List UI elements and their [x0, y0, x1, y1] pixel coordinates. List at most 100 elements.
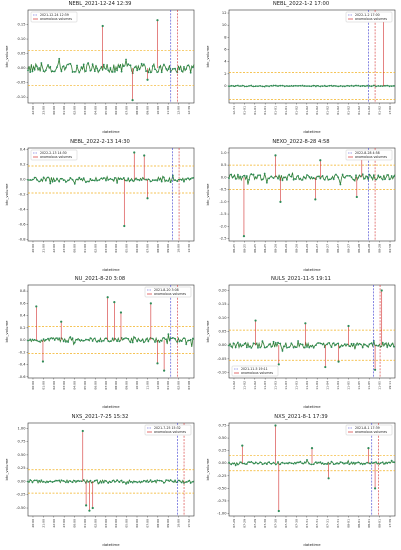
- series-point: [89, 337, 92, 340]
- y-tick-label: 0.05: [17, 52, 25, 56]
- series-point: [301, 84, 304, 87]
- series-point: [93, 70, 96, 73]
- series-point: [76, 177, 78, 180]
- chart-panel-7: NXS_2021-7-25 15:32 -0.50 -0.25 0.00 0.25 0.5…: [0, 413, 200, 550]
- series-point: [91, 340, 94, 342]
- series-point: [71, 337, 74, 340]
- y-tick-label: 0.2: [20, 326, 26, 330]
- series-point: [241, 461, 244, 464]
- series-point: [73, 341, 76, 344]
- chart-title: NEBL_2022-1-2 17:00: [272, 1, 330, 7]
- series-point: [36, 178, 38, 181]
- series-point: [185, 343, 188, 346]
- series-point: [154, 479, 156, 482]
- series-point: [375, 460, 377, 463]
- series-point: [62, 178, 65, 181]
- series-point: [388, 85, 391, 88]
- series-point: [183, 481, 185, 484]
- series-point: [352, 461, 355, 464]
- series-point: [279, 462, 282, 465]
- x-tick-label: 19:11: [388, 381, 392, 390]
- chart-svg: -0.6 -0.4 -0.2 0.0 0.2 0.4 0.6 0.8 btc_volume 00:…: [4, 284, 195, 409]
- chart-panel-6: NULS_2021-11-5 19:11 -0.10 -0.05 0.00 0.05 0.…: [201, 275, 401, 412]
- series-point: [189, 71, 192, 74]
- x-tick-label: 11-05: [378, 381, 382, 390]
- series-point: [274, 174, 277, 177]
- series-point: [232, 175, 235, 178]
- series-point: [53, 179, 56, 182]
- series-point: [180, 481, 183, 483]
- series-point: [176, 179, 179, 182]
- series-point: [129, 178, 132, 181]
- series-point: [277, 85, 279, 87]
- series-point: [145, 70, 147, 73]
- series-point: [257, 346, 259, 349]
- series-point: [180, 70, 183, 72]
- series-point: [257, 462, 259, 465]
- series-point: [379, 461, 382, 464]
- series-point: [350, 460, 353, 463]
- series-point: [96, 179, 98, 181]
- series-point: [131, 481, 134, 484]
- series-point: [319, 342, 322, 345]
- series-point: [127, 63, 130, 66]
- series-point: [268, 343, 271, 346]
- series-point: [87, 62, 90, 64]
- series-point: [120, 177, 123, 180]
- anomaly-point: [133, 150, 136, 154]
- series-point: [288, 346, 291, 349]
- anomaly-point: [324, 365, 327, 369]
- series-point: [248, 178, 250, 181]
- x-tick-label: 23:00: [41, 106, 45, 115]
- series-point: [67, 480, 70, 483]
- series-point: [151, 65, 154, 67]
- series-point: [147, 177, 150, 180]
- series-point: [375, 85, 377, 88]
- chart-title: NXS_2021-8-1 17:39: [274, 413, 328, 420]
- series-point: [189, 177, 192, 180]
- series-point: [366, 175, 369, 178]
- series-point: [29, 478, 32, 481]
- series-point: [118, 480, 121, 483]
- series-point: [118, 66, 121, 69]
- y-tick-label: -0.10: [16, 95, 26, 99]
- chart-panel-8: NXS_2021-8-1 17:39 -1.00 -0.75 -0.50 -0.25 0.…: [201, 413, 401, 550]
- series-point: [312, 176, 315, 179]
- series-point: [312, 84, 315, 87]
- x-tick-label: 08-01: [357, 518, 361, 527]
- series-point: [136, 340, 139, 343]
- y-tick-label: 0.0: [20, 338, 26, 342]
- series-point: [352, 343, 355, 345]
- series-point: [328, 84, 331, 87]
- series-point: [156, 478, 159, 481]
- series-point: [355, 344, 357, 346]
- y-tick-label: 0.4: [20, 147, 26, 151]
- series-point: [272, 461, 275, 463]
- series-point: [140, 62, 143, 65]
- series-point: [355, 173, 357, 176]
- series-point: [377, 344, 380, 347]
- series-point: [100, 66, 103, 68]
- series-point: [60, 177, 63, 180]
- series-point: [178, 340, 181, 343]
- series-point: [386, 84, 389, 87]
- chart-title: NU_2021-8-20 3:08: [74, 276, 126, 282]
- series-point: [131, 179, 134, 182]
- series-point: [241, 175, 244, 178]
- series-point: [27, 178, 29, 181]
- series-point: [127, 481, 130, 484]
- series-point: [286, 461, 288, 464]
- x-tick-label: 03:08: [187, 381, 191, 390]
- x-tick-label: 08-01: [378, 518, 382, 527]
- series-point: [42, 70, 45, 73]
- series-point: [332, 84, 335, 87]
- x-tick-label: 07:00: [125, 106, 129, 115]
- series-point: [279, 342, 282, 345]
- series-point: [250, 84, 253, 87]
- series-point: [125, 179, 127, 181]
- x-tick-label: 01-02: [378, 106, 382, 115]
- series-point: [232, 342, 235, 345]
- legend-entry: 2022-8-28 4:58: [355, 151, 380, 155]
- series-point: [294, 84, 297, 87]
